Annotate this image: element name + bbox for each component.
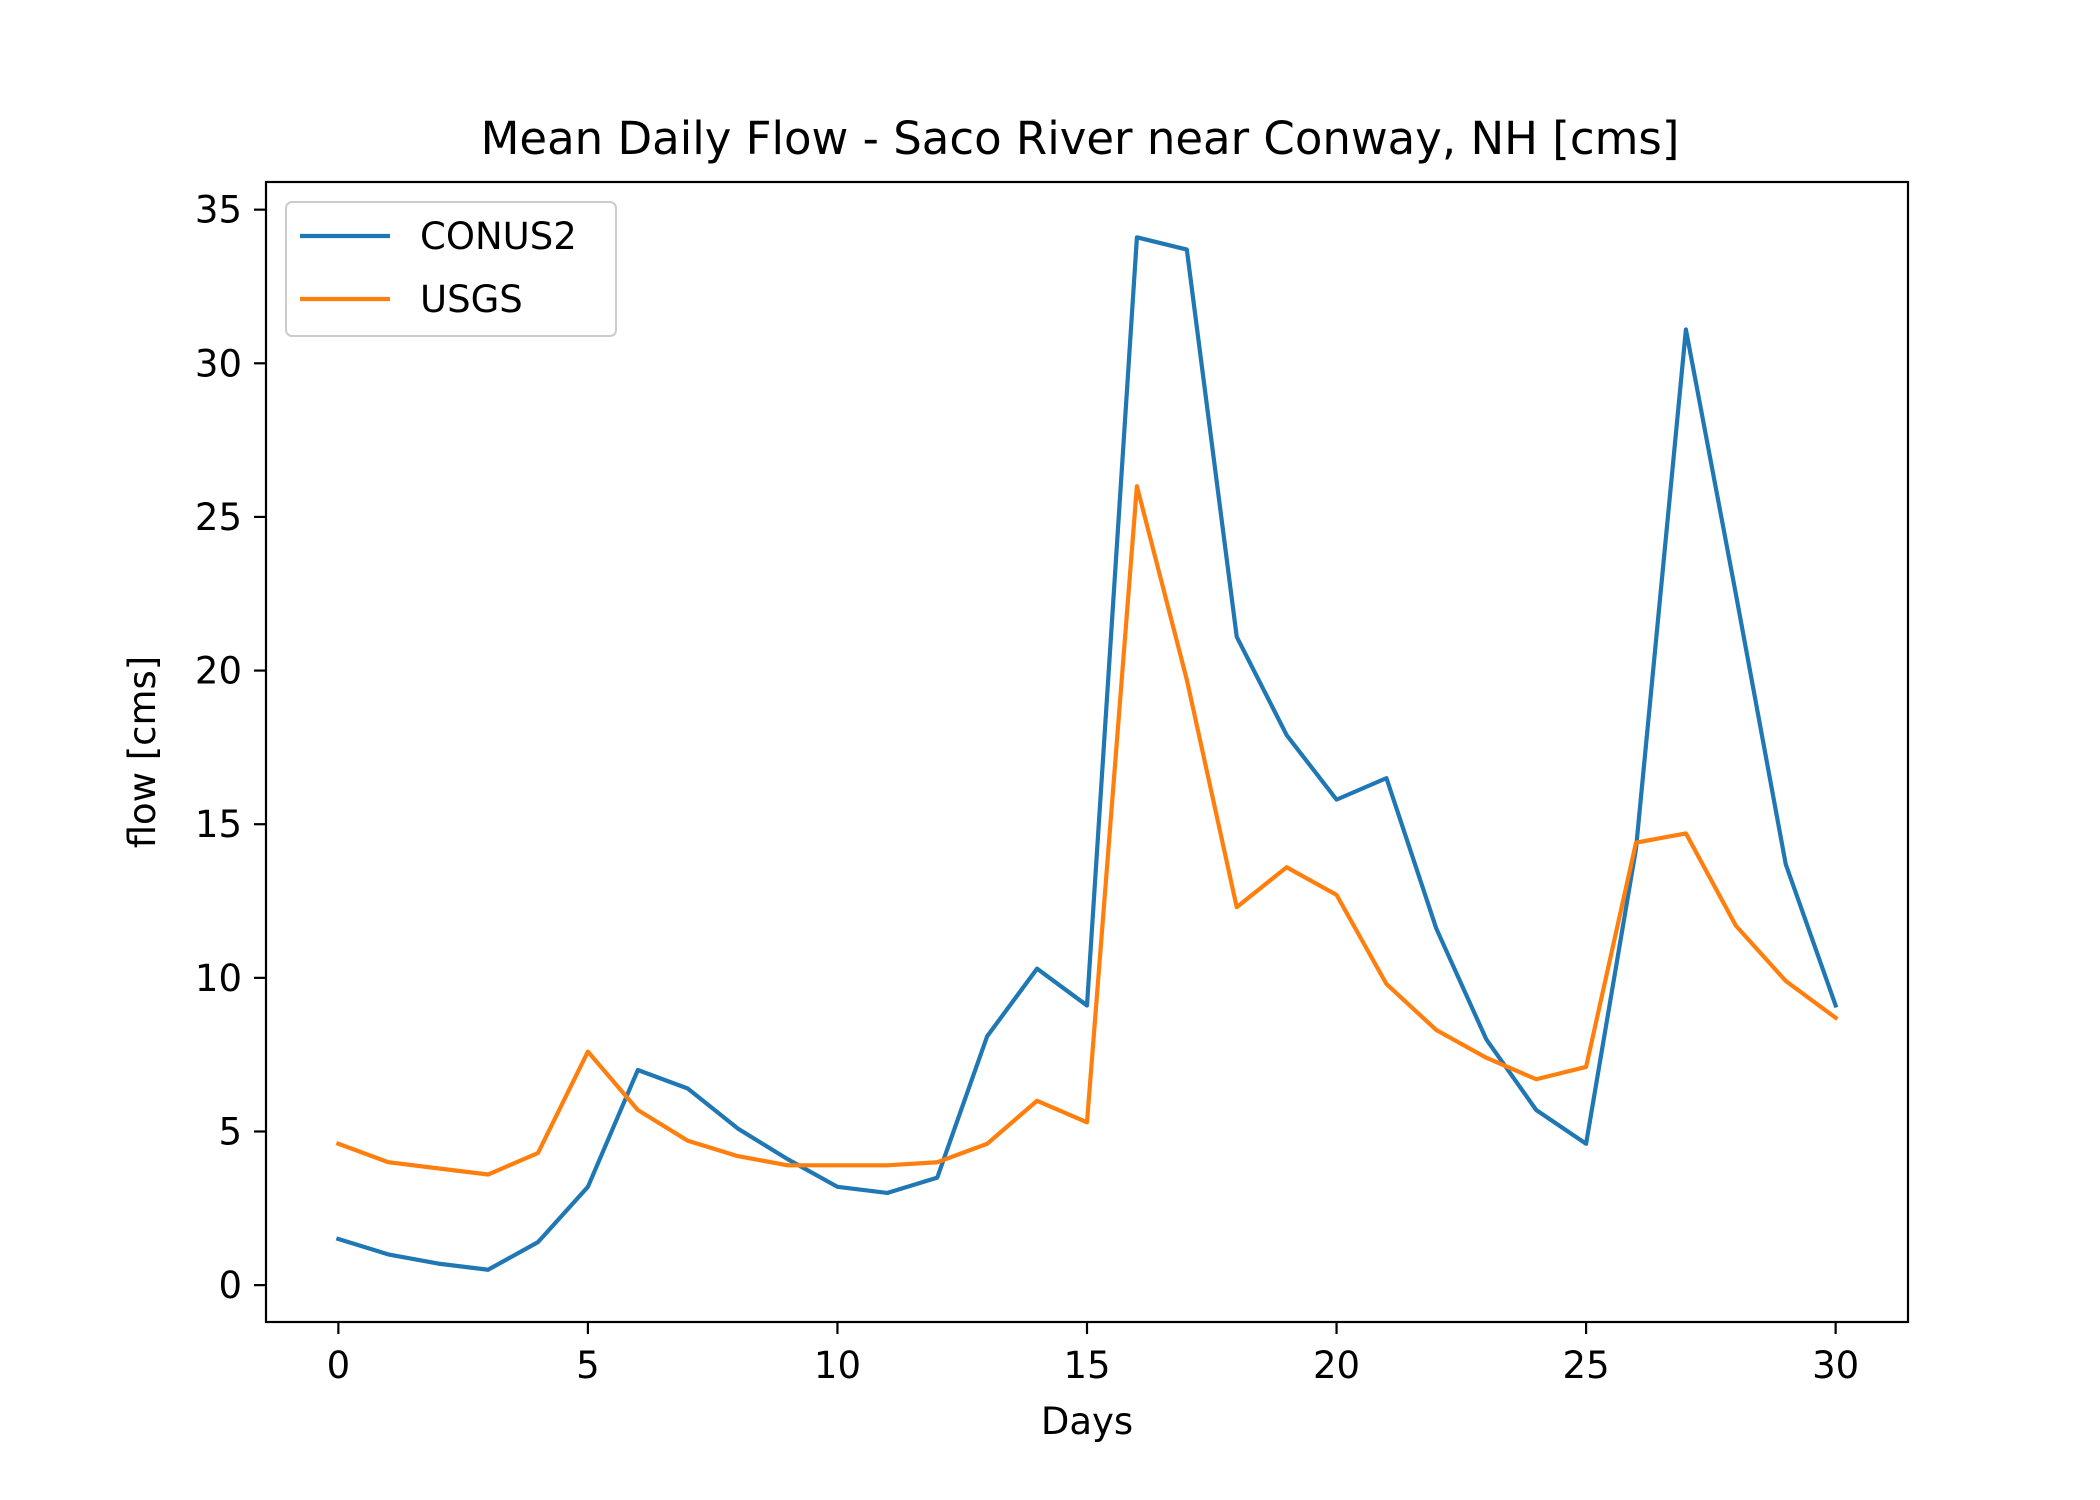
x-axis: 0 5 10 15 20 25 30 — [327, 1322, 1859, 1387]
y-tick-label: 15 — [195, 803, 242, 846]
x-tick-label: 0 — [327, 1344, 351, 1387]
y-tick-label: 30 — [195, 342, 242, 385]
series-layer — [335, 235, 1839, 1272]
y-tick-label: 0 — [218, 1264, 242, 1307]
y-axis: 0 5 10 15 20 25 30 35 — [195, 189, 266, 1307]
chart-title: Mean Daily Flow - Saco River near Conway… — [481, 112, 1680, 165]
y-tick-label: 20 — [195, 650, 242, 693]
x-tick-label: 15 — [1063, 1344, 1110, 1387]
x-tick-label: 20 — [1313, 1344, 1360, 1387]
legend: CONUS2 USGS — [285, 201, 617, 337]
y-tick-label: 5 — [218, 1110, 242, 1153]
x-axis-label: Days — [1041, 1400, 1133, 1443]
y-tick-label: 10 — [195, 957, 242, 1000]
legend-label-usgs: USGS — [420, 278, 523, 321]
x-tick-label: 10 — [814, 1344, 861, 1387]
x-tick-label: 30 — [1812, 1344, 1859, 1387]
y-tick-label: 35 — [195, 189, 242, 232]
x-tick-label: 5 — [576, 1344, 600, 1387]
x-tick-label: 25 — [1563, 1344, 1610, 1387]
legend-label-conus2: CONUS2 — [420, 215, 577, 258]
y-tick-label: 25 — [195, 496, 242, 539]
y-axis-label: flow [cms] — [121, 656, 164, 849]
